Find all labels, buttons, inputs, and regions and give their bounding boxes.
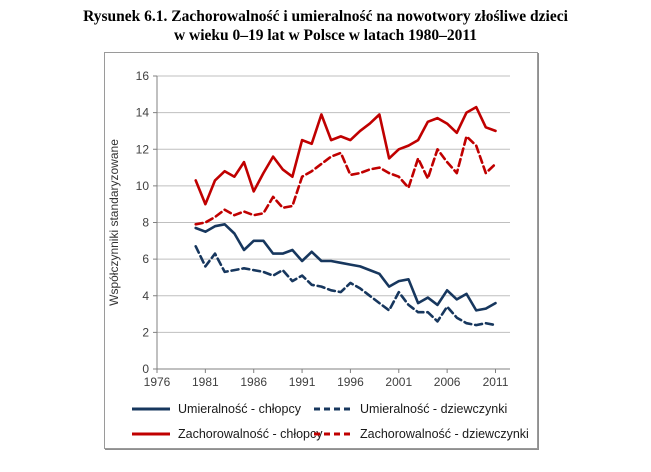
y-axis-title: Współczynniki standaryzowane: [107, 139, 121, 306]
y-tick-label: 0: [142, 362, 149, 376]
x-tick-label: 2011: [483, 375, 509, 389]
figure-title: Rysunek 6.1. Zachorowalność i umieralnoś…: [0, 0, 651, 46]
y-tick-label: 6: [142, 252, 149, 266]
x-tick-label: 2001: [385, 375, 412, 389]
figure-title-line2: w wieku 0–19 lat w Polsce w latach 1980–…: [173, 27, 478, 45]
legend-line-sample: [314, 432, 352, 436]
y-tick-label: 12: [136, 142, 150, 156]
legend-label: Umieralność - dziewczynki: [360, 402, 508, 416]
x-tick-label: 1981: [192, 375, 219, 389]
x-tick-label: 2006: [434, 375, 461, 389]
x-tick-label: 1991: [289, 375, 316, 389]
legend-item-2: Zachorowalność - chłopcy: [131, 427, 323, 441]
series-line-3: [194, 135, 497, 226]
legend-line-sample: [132, 407, 170, 411]
y-tick-label: 14: [136, 106, 150, 120]
legend-item-0: Umieralność - chłopcy: [131, 402, 301, 416]
legend-item-3: Zachorowalność - dziewczynki: [313, 427, 529, 441]
x-tick-label: 1996: [337, 375, 364, 389]
legend-line-sample: [132, 432, 170, 436]
legend-item-1: Umieralność - dziewczynki: [313, 402, 507, 416]
x-tick-label: 1976: [144, 375, 171, 389]
y-tick-label: 2: [142, 325, 149, 339]
y-tick-label: 8: [142, 216, 149, 230]
y-tick-label: 10: [136, 179, 150, 193]
x-tick-label: 1986: [240, 375, 267, 389]
y-tick-label: 16: [136, 69, 150, 83]
y-tick-label: 4: [142, 289, 149, 303]
legend-label: Zachorowalność - chłopcy: [178, 427, 323, 441]
legend-label: Zachorowalność - dziewczynki: [360, 427, 529, 441]
series-line-0: [194, 223, 497, 312]
legend-line-sample: [314, 407, 352, 411]
series-line-1: [194, 245, 497, 327]
chart-frame: 0 2 4 6 8 10 12 14 16 1976 1981 1986 1991 1996 2001 200…: [104, 52, 538, 449]
series-line-2: [194, 105, 497, 206]
line-chart: 0 2 4 6 8 10 12 14 16 1976 1981 1986 1991 1996 2001 200…: [107, 69, 510, 389]
legend-label: Umieralność - chłopcy: [178, 402, 301, 416]
figure-title-line1: Rysunek 6.1. Zachorowalność i umieralnoś…: [83, 8, 568, 25]
